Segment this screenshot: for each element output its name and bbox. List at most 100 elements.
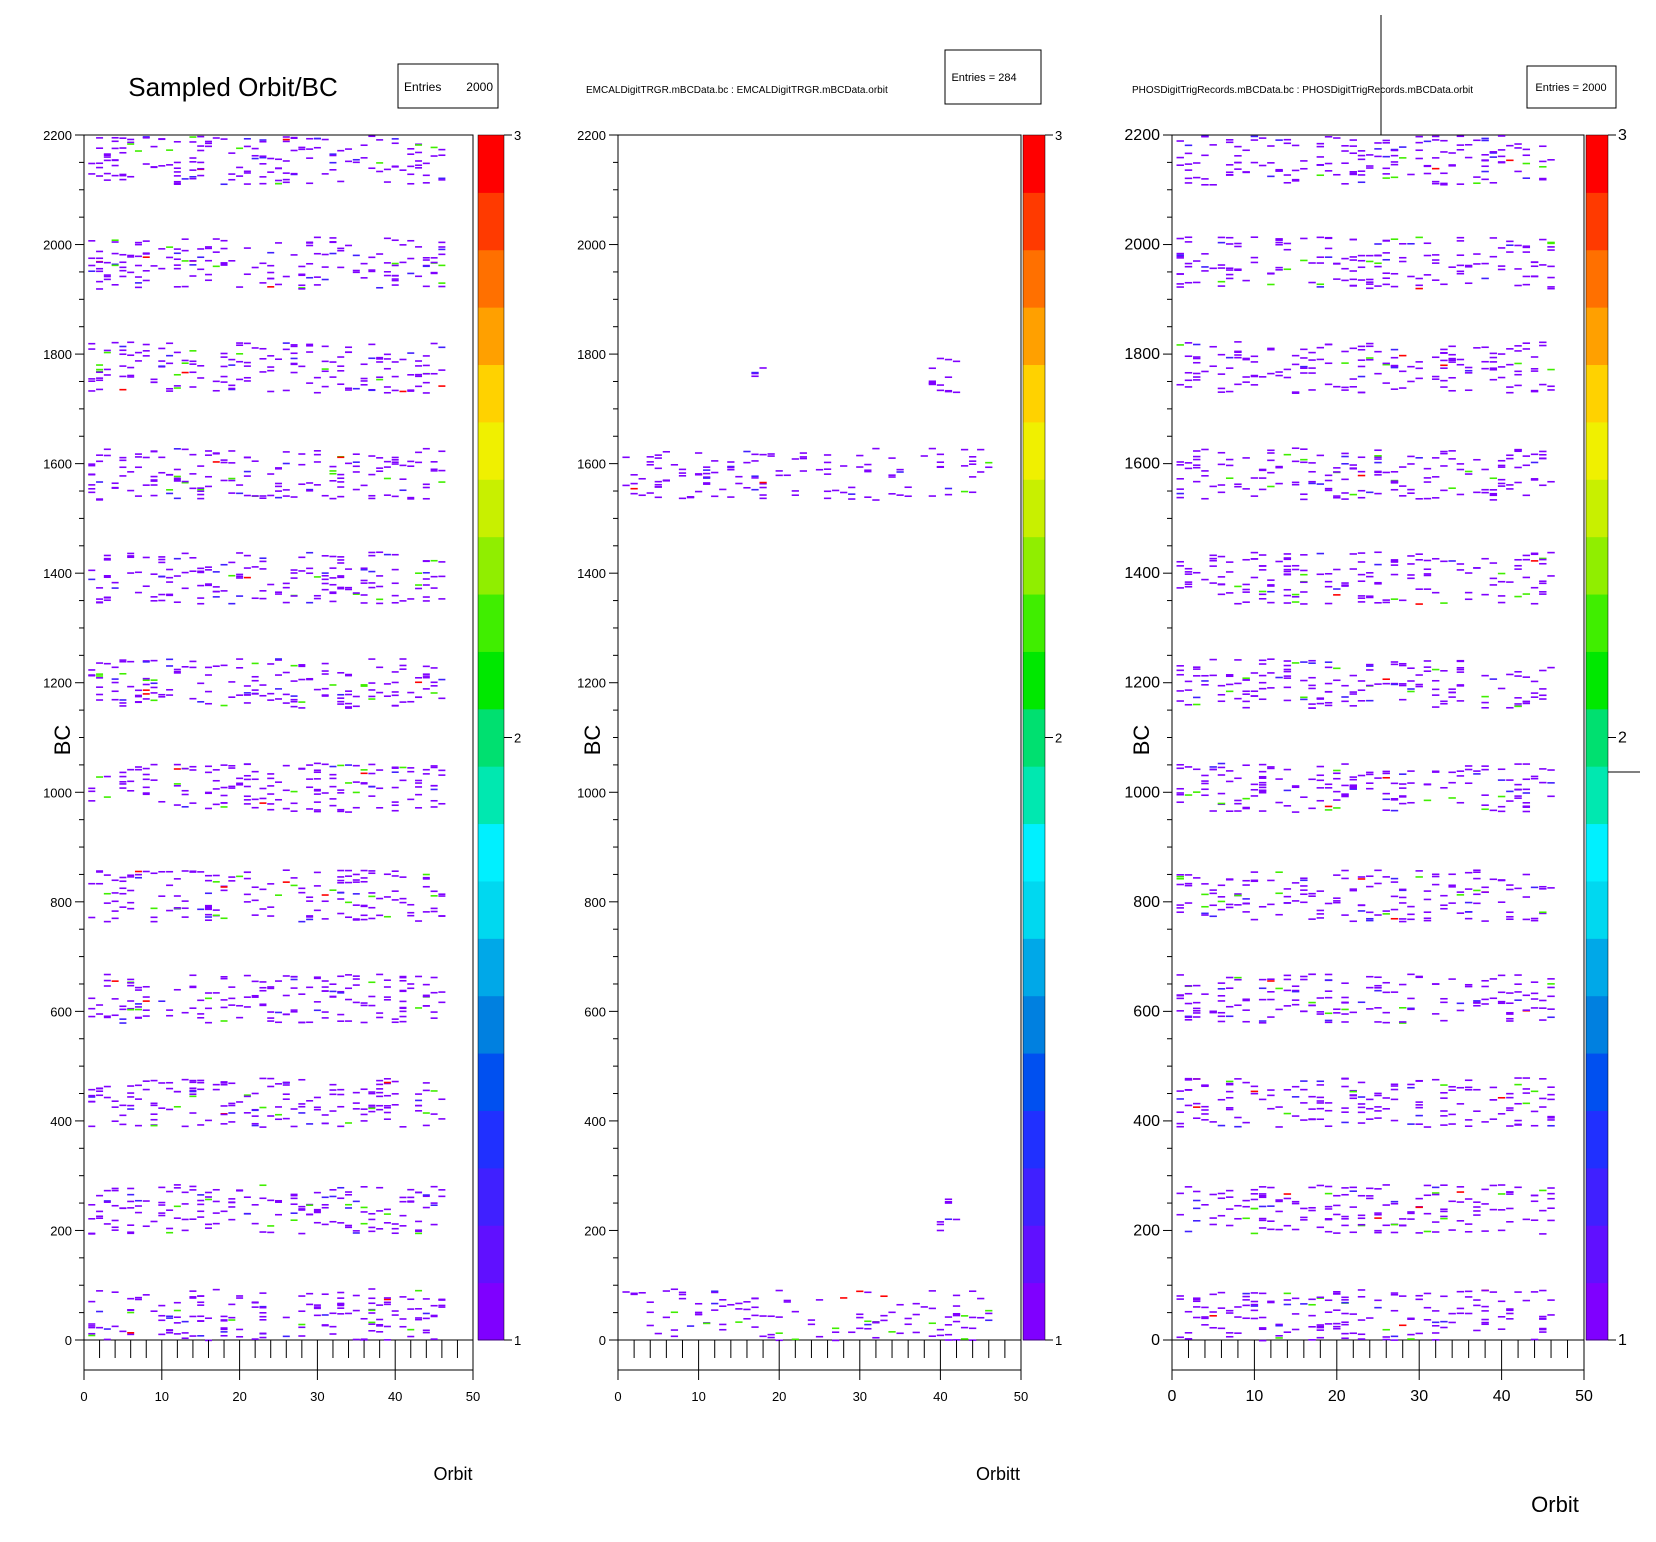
heatmap-cell <box>313 137 321 140</box>
heatmap-cell <box>1497 879 1506 882</box>
heatmap-cell <box>150 686 158 689</box>
heatmap-cell <box>298 1295 306 1297</box>
heatmap-cell <box>1440 1210 1448 1213</box>
heatmap-cell <box>1497 466 1506 468</box>
heatmap-cell <box>1464 264 1473 267</box>
heatmap-cell <box>166 1014 174 1017</box>
heatmap-cell <box>228 364 236 366</box>
heatmap-cell <box>391 801 399 803</box>
heatmap-cell <box>391 594 399 597</box>
heatmap-cell <box>1423 497 1432 500</box>
heatmap-cell <box>399 901 407 904</box>
heatmap-cell <box>1275 871 1283 874</box>
heatmap-cell <box>1514 705 1522 708</box>
heatmap-cell <box>290 1194 298 1197</box>
heatmap-cell <box>1374 449 1382 452</box>
heatmap-cell <box>646 456 654 458</box>
heatmap-cell <box>399 1015 407 1018</box>
heatmap-cell <box>1497 485 1506 487</box>
heatmap-cell <box>1193 984 1201 987</box>
heatmap-cell <box>1423 666 1432 668</box>
heatmap-cell <box>360 684 368 686</box>
heatmap-cell <box>111 690 119 693</box>
heatmap-cell <box>1341 257 1349 260</box>
heatmap-cell <box>119 266 127 269</box>
heatmap-cell <box>127 271 135 274</box>
heatmap-cell <box>840 1297 848 1299</box>
heatmap-cell <box>259 371 267 373</box>
heatmap-cell <box>127 768 135 771</box>
heatmap-cell <box>220 1082 228 1084</box>
heatmap-cell <box>1489 584 1498 586</box>
heatmap-cell <box>383 1339 391 1341</box>
heatmap-cell <box>119 771 127 774</box>
heatmap-cell <box>360 363 368 366</box>
heatmap-cell <box>1275 465 1283 468</box>
heatmap-cell <box>1283 376 1292 379</box>
heatmap-cell <box>290 371 298 374</box>
heatmap-cell <box>1201 470 1209 472</box>
heatmap-cell <box>1440 1217 1448 1220</box>
heatmap-cell <box>259 497 267 499</box>
heatmap-cell <box>391 264 399 267</box>
heatmap-cell <box>1184 379 1193 382</box>
heatmap-cell <box>1539 591 1547 593</box>
heatmap-cell <box>1547 782 1555 784</box>
heatmap-cell <box>127 354 135 357</box>
heatmap-cell <box>1448 978 1456 980</box>
heatmap-cell <box>1374 1021 1382 1023</box>
heatmap-cell <box>1333 874 1341 876</box>
heatmap-cell <box>1341 914 1349 916</box>
heatmap-cell <box>1399 783 1407 785</box>
heatmap-cell <box>1399 146 1407 148</box>
heatmap-cell <box>1407 1086 1415 1089</box>
heatmap-cell <box>142 1225 150 1228</box>
heatmap-cell <box>259 1126 267 1128</box>
heatmap-cell <box>422 995 430 998</box>
heatmap-cell <box>158 138 166 140</box>
heatmap-cell <box>181 587 189 590</box>
heatmap-cell <box>189 986 197 989</box>
heatmap-cell <box>1324 1019 1333 1022</box>
heatmap-cell <box>173 175 181 177</box>
heatmap-cell <box>1481 491 1489 494</box>
heatmap-cell <box>1316 156 1325 158</box>
heatmap-cell <box>1464 765 1473 767</box>
heatmap-cell <box>1201 883 1209 885</box>
heatmap-cell <box>1308 918 1316 920</box>
heatmap-cell <box>345 1191 353 1193</box>
heatmap-cell <box>1242 884 1250 886</box>
heatmap-cell <box>111 1204 119 1207</box>
heatmap-cell <box>197 1315 205 1318</box>
heatmap-cell <box>173 601 181 604</box>
heatmap-cell <box>1267 991 1275 993</box>
heatmap-cell <box>142 1000 150 1002</box>
heatmap-cell <box>1374 474 1382 476</box>
heatmap-cell <box>103 274 111 276</box>
heatmap-cell <box>204 907 212 909</box>
heatmap-cell <box>1539 1019 1547 1021</box>
heatmap-cell <box>896 1303 904 1306</box>
heatmap-cell <box>1374 1217 1382 1219</box>
heatmap-cell <box>1407 1333 1415 1336</box>
heatmap-cell <box>1415 141 1423 144</box>
heatmap-cell <box>1374 1110 1382 1112</box>
heatmap-cell <box>1366 165 1374 167</box>
heatmap-cell <box>150 1118 158 1121</box>
heatmap-cell <box>391 694 399 697</box>
heatmap-cell <box>1300 1119 1308 1121</box>
heatmap-cell <box>298 1310 306 1313</box>
heatmap-cell <box>823 473 832 475</box>
heatmap-cell <box>119 781 127 783</box>
heatmap-cell <box>274 698 283 700</box>
heatmap-cell <box>298 453 306 455</box>
heatmap-cell <box>1242 558 1250 561</box>
heatmap-cell <box>173 267 181 270</box>
heatmap-cell <box>189 974 197 977</box>
heatmap-cell <box>1530 1219 1539 1222</box>
heatmap-cell <box>1399 684 1407 687</box>
heatmap-cell <box>1481 998 1489 1001</box>
heatmap-cell <box>1341 350 1349 353</box>
heatmap-cell <box>1415 674 1423 676</box>
heatmap-cell <box>1193 1009 1201 1012</box>
